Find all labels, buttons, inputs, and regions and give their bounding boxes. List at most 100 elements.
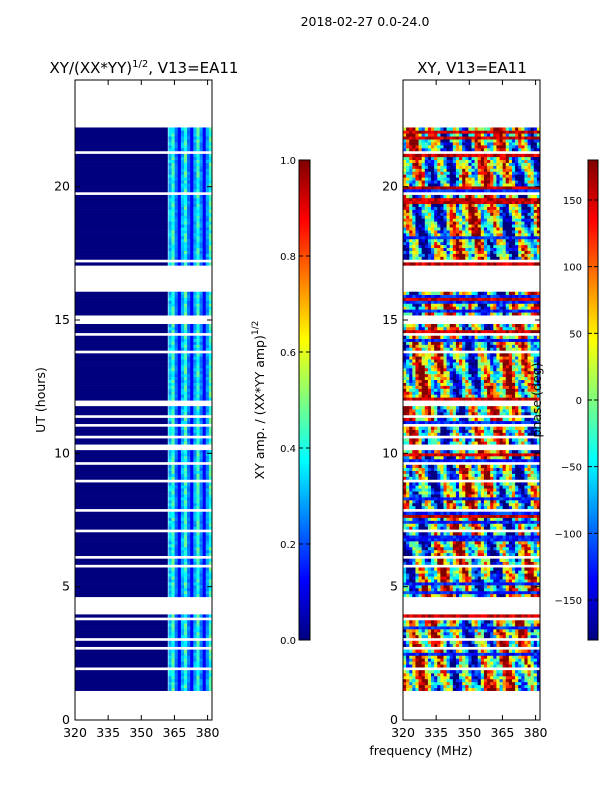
heatmap-cell	[193, 678, 197, 683]
heatmap-cell	[477, 634, 482, 639]
heatmap-cell	[536, 588, 540, 592]
heatmap-cell	[505, 640, 510, 645]
heatmap-cell	[205, 661, 210, 665]
heatmap-cell	[449, 626, 454, 630]
heatmap-cell	[502, 567, 507, 571]
heatmap-cell	[515, 502, 519, 507]
heatmap-cell	[183, 294, 188, 298]
heatmap-cell	[168, 136, 172, 140]
heatmap-cell	[440, 585, 444, 589]
heatmap-cell	[452, 500, 457, 504]
heatmap-cell	[193, 441, 197, 445]
heatmap-cell	[190, 491, 194, 495]
heatmap-cell	[202, 142, 207, 146]
heatmap-cell	[409, 538, 413, 542]
heatmap-cell	[496, 614, 500, 618]
heatmap-cell	[403, 687, 407, 691]
heatmap-cell	[533, 681, 538, 686]
heatmap-cell	[177, 324, 182, 328]
heatmap-cell	[449, 517, 454, 521]
heatmap-cell	[199, 432, 203, 436]
heatmap-cell	[168, 491, 172, 495]
heatmap-cell	[199, 253, 203, 257]
heatmap-cell	[208, 614, 212, 618]
heatmap-row	[75, 174, 168, 178]
heatmap-cell	[202, 441, 207, 445]
heatmap-cell	[440, 658, 444, 662]
heatmap-cell	[208, 262, 212, 266]
heatmap-cell	[440, 687, 444, 691]
heatmap-cell	[199, 429, 203, 433]
heatmap-cell	[515, 593, 519, 598]
heatmap-cell	[452, 664, 457, 668]
heatmap-cell	[493, 511, 497, 515]
heatmap-cell	[196, 347, 200, 351]
heatmap-cell	[187, 335, 191, 339]
heatmap-cell	[174, 238, 179, 243]
heatmap-cell	[496, 511, 500, 515]
heatmap-cell	[208, 341, 212, 345]
heatmap-cell	[171, 329, 175, 334]
heatmap-cell	[521, 494, 525, 498]
heatmap-cell	[199, 168, 203, 172]
heatmap-cell	[171, 593, 175, 598]
heatmap-cell	[443, 502, 447, 507]
heatmap-cell	[530, 538, 535, 542]
heatmap-cell	[474, 520, 479, 524]
heatmap-cell	[490, 632, 494, 636]
heatmap-cell	[208, 365, 212, 369]
heatmap-cell	[171, 684, 175, 689]
heatmap-cell	[177, 148, 182, 152]
heatmap-cell	[418, 629, 422, 633]
heatmap-cell	[177, 526, 182, 530]
heatmap-cell	[196, 236, 200, 240]
heatmap-cell	[171, 309, 175, 313]
heatmap-cell	[511, 517, 516, 521]
heatmap-cell	[446, 517, 450, 521]
heatmap-row	[75, 212, 168, 216]
heatmap-cell	[187, 485, 191, 489]
heatmap-cell	[524, 526, 528, 530]
heatmap-cell	[524, 532, 528, 536]
heatmap-cell	[471, 470, 475, 474]
heatmap-cell	[187, 670, 191, 674]
heatmap-cell	[502, 593, 507, 598]
heatmap-cell	[424, 549, 429, 554]
heatmap-cell	[511, 629, 516, 633]
heatmap-cell	[524, 494, 528, 498]
heatmap-cell	[518, 588, 522, 592]
heatmap-cell	[190, 538, 194, 542]
heatmap-cell	[449, 585, 454, 589]
heatmap-cell	[462, 476, 466, 480]
heatmap-cell	[493, 673, 497, 677]
heatmap-cell	[412, 488, 416, 492]
heatmap-cell	[193, 544, 197, 548]
heatmap-cell	[483, 532, 488, 536]
heatmap-cell	[524, 626, 528, 630]
heatmap-cell	[446, 535, 450, 539]
heatmap-cell	[440, 546, 444, 551]
heatmap-cell	[437, 629, 441, 633]
heatmap-cell	[440, 579, 444, 583]
heatmap-cell	[427, 523, 432, 527]
heatmap-cell	[483, 649, 488, 653]
heatmap-row	[75, 670, 168, 674]
heatmap-cell	[521, 590, 525, 595]
heatmap-cell	[183, 417, 188, 422]
heatmap-cell	[530, 649, 535, 653]
heatmap-cell	[208, 215, 212, 219]
heatmap-cell	[168, 456, 172, 460]
heatmap-cell	[505, 488, 510, 492]
heatmap-cell	[415, 546, 419, 551]
heatmap-cell	[199, 227, 203, 231]
heatmap-cell	[533, 488, 538, 492]
heatmap-cell	[180, 406, 185, 410]
heatmap-cell	[199, 450, 203, 454]
heatmap-cell	[527, 661, 531, 665]
heatmap-cell	[524, 514, 528, 518]
heatmap-cell	[202, 373, 207, 378]
heatmap-cell	[518, 517, 522, 521]
heatmap-cell	[502, 500, 507, 504]
heatmap-cell	[471, 670, 475, 674]
heatmap-cell	[403, 576, 407, 580]
